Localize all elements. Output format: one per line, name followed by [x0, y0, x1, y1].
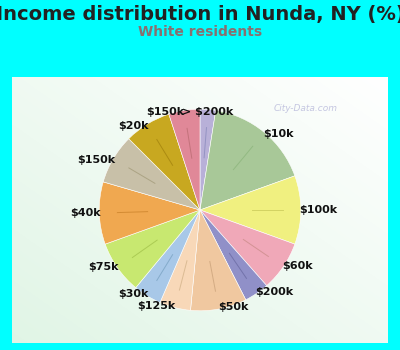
Text: $50k: $50k — [218, 302, 249, 312]
Text: $60k: $60k — [282, 260, 312, 271]
Text: $20k: $20k — [118, 121, 148, 131]
Wedge shape — [200, 111, 295, 210]
Wedge shape — [103, 139, 200, 210]
Text: $125k: $125k — [137, 301, 176, 311]
Text: $75k: $75k — [89, 262, 119, 272]
Text: $30k: $30k — [118, 289, 148, 299]
Wedge shape — [105, 210, 200, 288]
Wedge shape — [190, 210, 246, 311]
Wedge shape — [99, 182, 200, 244]
Text: $150k: $150k — [146, 107, 184, 118]
Wedge shape — [136, 210, 200, 302]
Text: $10k: $10k — [263, 129, 294, 139]
Wedge shape — [200, 210, 295, 286]
Text: Income distribution in Nunda, NY (%): Income distribution in Nunda, NY (%) — [0, 5, 400, 24]
Text: $200k: $200k — [256, 287, 294, 297]
Text: $100k: $100k — [299, 205, 337, 215]
Text: $40k: $40k — [71, 208, 101, 218]
Text: $150k: $150k — [77, 155, 115, 165]
Text: City-Data.com: City-Data.com — [273, 104, 337, 113]
Wedge shape — [169, 109, 200, 210]
Wedge shape — [200, 109, 216, 210]
Wedge shape — [160, 210, 200, 310]
Wedge shape — [129, 114, 200, 210]
Text: > $200k: > $200k — [182, 106, 233, 117]
Wedge shape — [200, 210, 267, 300]
Wedge shape — [200, 176, 301, 244]
Text: White residents: White residents — [138, 25, 262, 39]
